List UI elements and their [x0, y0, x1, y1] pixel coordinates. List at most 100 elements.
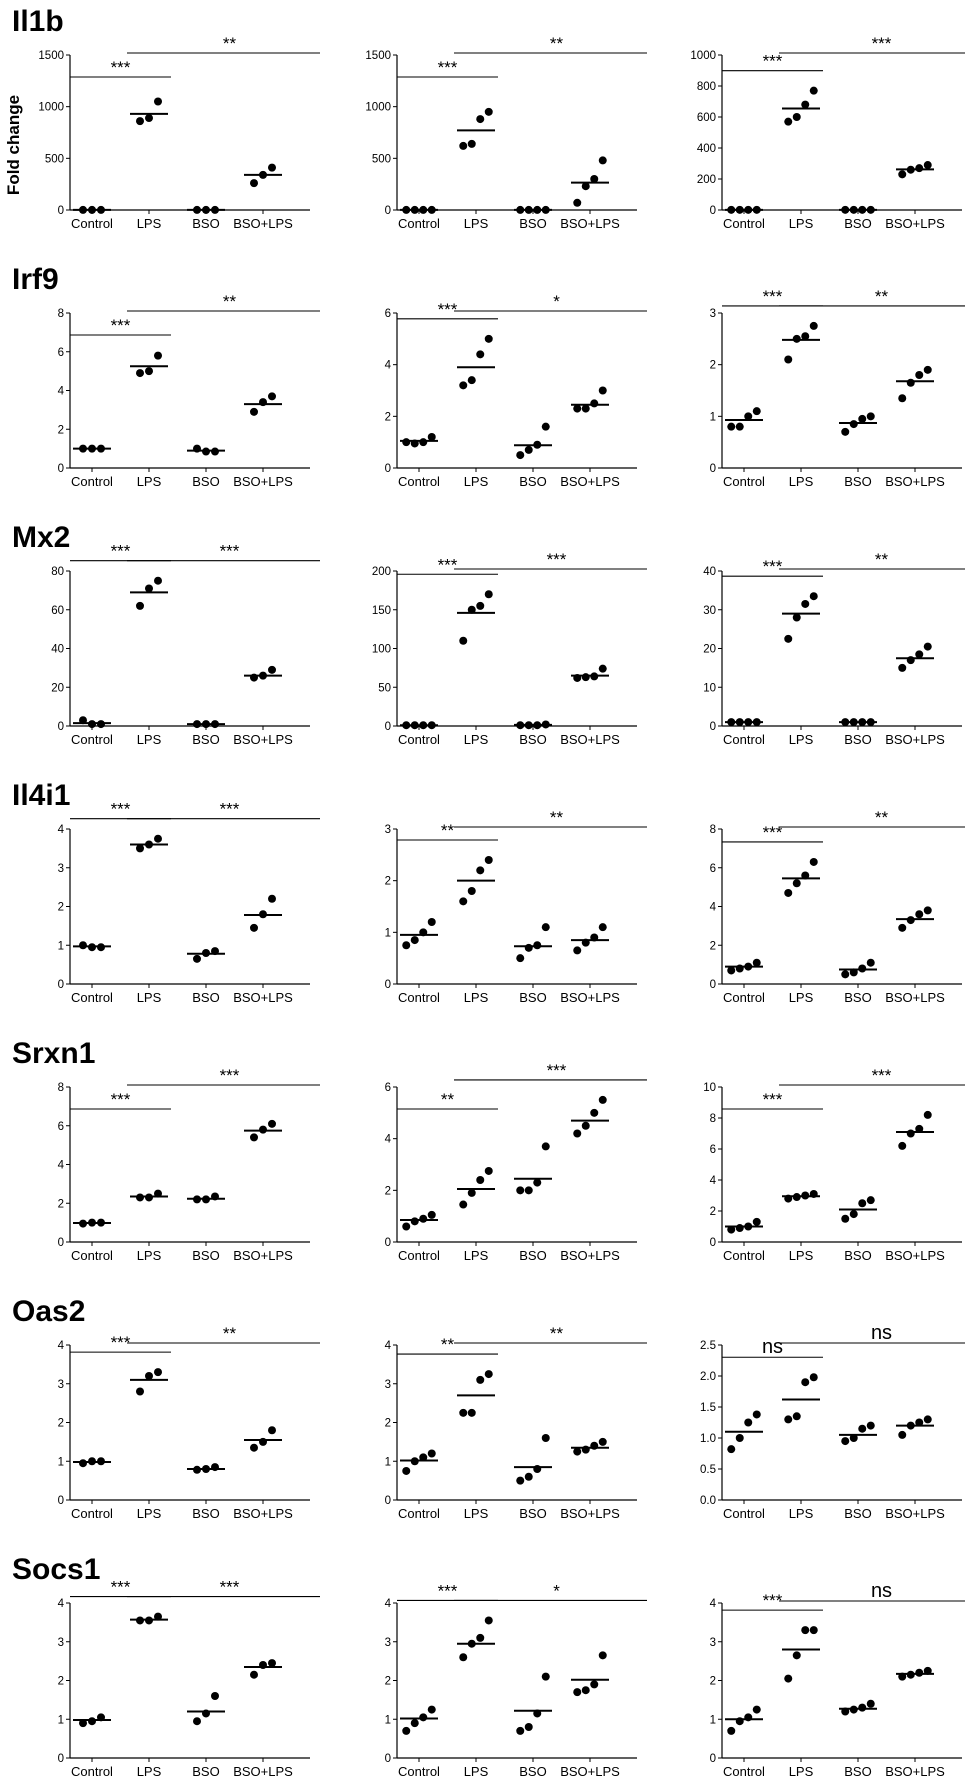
data-point — [906, 378, 915, 387]
x-tick-label: LPS — [137, 1248, 162, 1263]
y-tick-label: 30 — [703, 605, 716, 617]
data-point — [849, 1210, 858, 1219]
data-point — [866, 1196, 875, 1205]
y-tick-label: 1000 — [38, 102, 64, 114]
y-tick-label: 2 — [385, 876, 391, 888]
data-point — [923, 1110, 932, 1119]
significance-label: *** — [111, 316, 131, 335]
x-tick-label: Control — [398, 732, 440, 747]
data-point — [801, 1378, 810, 1387]
y-tick-label: 3 — [58, 1379, 64, 1391]
data-point — [268, 894, 276, 903]
y-tick-label: 4 — [385, 1340, 392, 1352]
data-point — [524, 943, 533, 952]
data-point — [727, 1445, 736, 1454]
y-tick-label: 1 — [710, 411, 716, 423]
data-point — [841, 427, 850, 436]
x-tick-label: BSO+LPS — [233, 474, 293, 489]
data-point — [427, 1210, 436, 1219]
y-tick-label: 500 — [372, 153, 391, 165]
significance-label: ** — [550, 34, 564, 53]
data-point — [841, 1214, 850, 1223]
significance-label: *** — [872, 1066, 892, 1085]
data-point — [467, 1188, 476, 1197]
data-point — [590, 175, 599, 183]
significance-label: *** — [763, 823, 783, 842]
significance-label: *** — [547, 1061, 567, 1080]
data-point — [402, 1466, 411, 1475]
x-tick-label: BSO+LPS — [233, 990, 293, 1005]
y-tick-label: 1 — [385, 927, 391, 939]
x-tick-label: LPS — [464, 990, 489, 1005]
data-point — [858, 1199, 867, 1208]
y-tick-label: 0 — [385, 979, 391, 991]
data-point — [88, 1717, 96, 1726]
y-tick-label: 2 — [58, 1676, 64, 1688]
data-point — [419, 1214, 428, 1223]
x-tick-label: LPS — [464, 216, 489, 231]
y-tick-label: 4 — [385, 360, 392, 372]
data-point — [727, 1225, 736, 1234]
y-tick-label: 100 — [372, 644, 391, 656]
data-point — [792, 334, 801, 343]
y-tick-label: 20 — [703, 644, 716, 656]
y-tick-label: 1 — [58, 1714, 64, 1726]
data-point — [402, 438, 411, 447]
y-tick-label: 1500 — [365, 50, 391, 62]
significance-label: ** — [550, 1324, 564, 1343]
data-point — [459, 381, 468, 390]
x-tick-label: BSO+LPS — [233, 216, 293, 231]
data-point — [250, 1443, 258, 1452]
x-tick-label: BSO — [192, 1764, 219, 1779]
data-point — [524, 445, 533, 454]
significance-label: *** — [547, 550, 567, 569]
data-point — [136, 844, 144, 853]
x-tick-label: Control — [723, 732, 765, 747]
chart-il1b-3: 0 200 400 600 800 1000 Control LPS BSO BSO+LPS ***… — [690, 34, 965, 231]
y-tick-label: 2 — [710, 1206, 716, 1218]
x-tick-label: BSO — [192, 1248, 219, 1263]
y-tick-label: 6 — [710, 1144, 716, 1156]
x-tick-label: BSO+LPS — [885, 216, 945, 231]
data-point — [573, 404, 582, 413]
data-point — [906, 1129, 915, 1138]
y-tick-label: 4 — [385, 1598, 392, 1610]
data-point — [541, 1142, 550, 1151]
data-point — [154, 1368, 162, 1377]
y-tick-label: 0 — [58, 205, 64, 217]
gene-title-socs1: Socs1 — [12, 1553, 100, 1586]
x-tick-label: Control — [723, 474, 765, 489]
x-tick-label: Control — [398, 1248, 440, 1263]
data-point — [268, 163, 276, 172]
y-tick-label: 1 — [385, 1456, 391, 1468]
data-point — [476, 1176, 485, 1184]
significance-label: ** — [441, 821, 455, 840]
data-point — [898, 394, 907, 403]
data-point — [735, 422, 744, 431]
data-point — [573, 1688, 582, 1697]
data-point — [915, 650, 924, 659]
x-tick-label: Control — [71, 474, 113, 489]
y-tick-label: 2 — [385, 1418, 391, 1430]
significance-label: ** — [223, 292, 237, 311]
x-tick-label: BSO — [844, 990, 871, 1005]
data-point — [250, 1133, 258, 1142]
significance-label: *** — [111, 542, 131, 561]
y-tick-label: 200 — [697, 174, 716, 186]
data-point — [136, 1387, 144, 1396]
x-tick-label: LPS — [464, 474, 489, 489]
data-point — [792, 113, 801, 121]
significance-label: *** — [763, 287, 783, 306]
y-tick-label: 0 — [58, 979, 64, 991]
y-tick-label: 0 — [710, 205, 716, 217]
x-tick-label: BSO+LPS — [560, 1764, 620, 1779]
y-tick-label: 0 — [710, 979, 716, 991]
data-point — [476, 1633, 485, 1642]
y-tick-label: 3 — [58, 863, 64, 875]
data-point — [727, 966, 736, 975]
data-point — [484, 107, 493, 116]
y-tick-label: 2.0 — [700, 1371, 716, 1383]
data-point — [866, 1421, 875, 1430]
significance-label: ns — [871, 1580, 892, 1602]
